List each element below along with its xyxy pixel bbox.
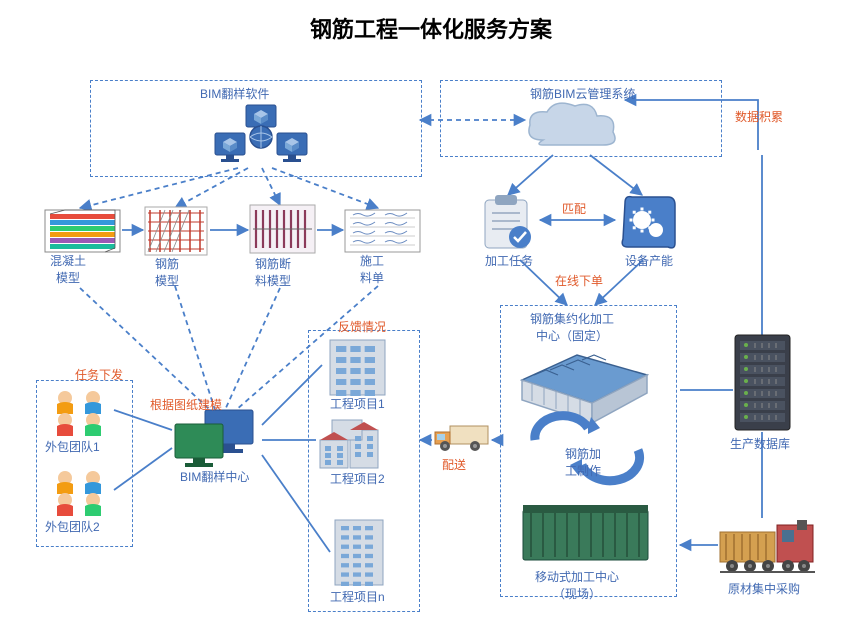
- capacity-icon: [622, 197, 675, 248]
- cut-model-icon: [250, 205, 315, 253]
- edge-label-11: 匹配: [562, 200, 586, 217]
- edge-label-18: 任务下发: [75, 366, 123, 383]
- edge-label-23: 根据图纸建模: [150, 396, 222, 413]
- server-icon: [735, 335, 790, 430]
- label-concrete: 混凝土 模型: [50, 252, 86, 286]
- label-bim_center: BIM翻样中心: [180, 468, 249, 485]
- edge-label-extra-20: 反馈情况: [338, 318, 386, 335]
- edge-label-24: 配送: [442, 456, 466, 473]
- truck-icon: [435, 426, 488, 451]
- label-cut_model: 钢筋断 料模型: [255, 255, 291, 289]
- edge-label-12: 在线下单: [555, 272, 603, 289]
- page-title: 钢筋工程一体化服务方案: [0, 0, 862, 44]
- label-mobile_center: 移动式加工中心 （现场）: [535, 568, 619, 602]
- label-rebar_make: 钢筋加 工制作: [565, 445, 601, 479]
- material-list-icon: [345, 210, 420, 252]
- edge-16: [225, 288, 280, 410]
- edge-label-1: 数据积累: [735, 108, 783, 125]
- edge-9: [508, 155, 553, 195]
- rebar-model-icon: [145, 207, 207, 255]
- edge-15: [175, 286, 215, 410]
- label-factory: 钢筋集约化加工 中心（固定）: [530, 310, 614, 344]
- edge-10: [590, 155, 642, 195]
- label-project2: 工程项目2: [330, 470, 385, 487]
- label-task: 加工任务: [485, 252, 533, 269]
- label-project1: 工程项目1: [330, 395, 385, 412]
- label-train: 原材集中采购: [728, 580, 800, 597]
- label-cloud-system: 钢筋BIM云管理系统: [530, 85, 635, 102]
- label-rebar: 钢筋 模型: [155, 255, 179, 289]
- label-team2: 外包团队2: [45, 518, 100, 535]
- label-projectn: 工程项目n: [330, 588, 385, 605]
- label-bim-software: BIM翻样软件: [200, 85, 269, 102]
- task-icon: [485, 195, 531, 248]
- label-capacity: 设备产能: [625, 252, 673, 269]
- label-material_list: 施工 料单: [360, 252, 384, 286]
- bim-center-icon: [175, 410, 253, 467]
- label-server: 生产数据库: [730, 435, 790, 452]
- label-team1: 外包团队1: [45, 438, 100, 455]
- train-icon: [720, 520, 815, 572]
- concrete-model-icon: [45, 210, 120, 252]
